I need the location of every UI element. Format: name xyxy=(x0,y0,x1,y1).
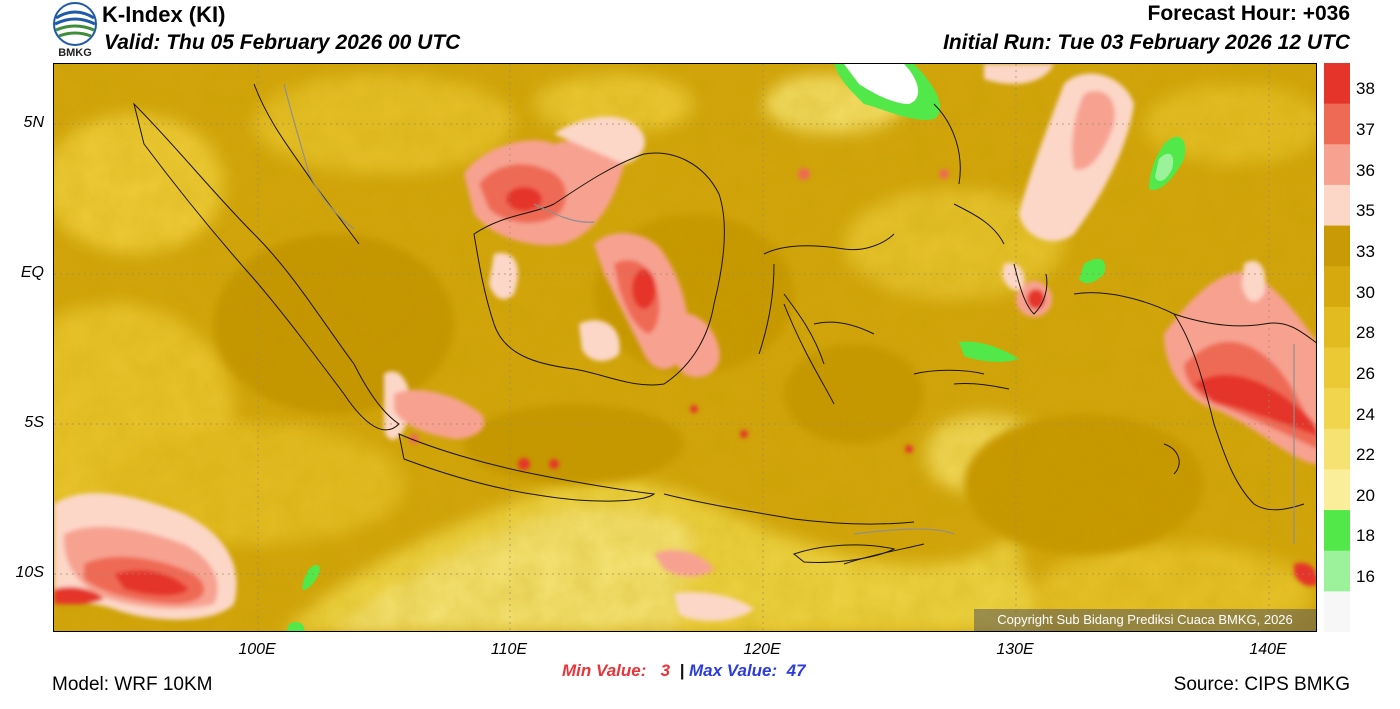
bmkg-logo: BMKG xyxy=(52,2,98,60)
min-max-values: Min Value: 3 | Max Value: 47 xyxy=(562,661,806,681)
legend-label: 36 xyxy=(1356,160,1375,180)
k-index-map xyxy=(53,63,1317,632)
boundaries xyxy=(283,83,1295,544)
legend-swatch xyxy=(1324,103,1350,145)
initial-run: Initial Run: Tue 03 February 2026 12 UTC xyxy=(943,31,1350,54)
legend-label: 37 xyxy=(1356,120,1375,140)
legend-label: 33 xyxy=(1356,241,1375,261)
min-value: 3 xyxy=(660,661,671,680)
map-canvas xyxy=(54,64,1316,631)
source-label: Source: CIPS BMKG xyxy=(1173,674,1350,695)
legend-label: 30 xyxy=(1356,282,1375,302)
legend-swatch xyxy=(1324,63,1350,105)
coastlines xyxy=(133,83,1316,565)
legend-bar xyxy=(1324,63,1350,632)
lon-label-100e: 100E xyxy=(238,641,276,658)
low-ki-areas xyxy=(286,64,1186,631)
legend-label: 28 xyxy=(1356,323,1375,343)
color-legend xyxy=(1324,63,1350,632)
stats-separator: | xyxy=(679,661,685,680)
lon-label-140e: 140E xyxy=(1249,641,1287,658)
max-value: 47 xyxy=(786,661,806,680)
legend-swatch xyxy=(1324,388,1350,430)
model-label: Model: WRF 10KM xyxy=(52,674,213,695)
legend-swatch xyxy=(1324,144,1350,186)
legend-label: 20 xyxy=(1356,485,1375,505)
lat-label-10s: 10S xyxy=(15,564,44,581)
lat-label-5s: 5S xyxy=(24,414,44,431)
max-label: Max Value: xyxy=(688,661,778,680)
legend-label: 26 xyxy=(1356,363,1375,383)
min-label: Min Value: xyxy=(562,661,647,680)
legend-label: 16 xyxy=(1356,567,1375,587)
legend-swatch xyxy=(1324,469,1350,511)
legend-swatch xyxy=(1324,184,1350,227)
lat-label-eq: EQ xyxy=(20,264,44,281)
legend-swatch xyxy=(1324,266,1350,308)
copyright-note: Copyright Sub Bidang Prediksi Cuaca BMKG… xyxy=(974,609,1316,631)
lon-label-120e: 120E xyxy=(743,641,781,658)
legend-label: 35 xyxy=(1356,201,1375,221)
legend-label: 24 xyxy=(1356,404,1375,424)
legend-swatch xyxy=(1324,510,1350,552)
lon-label-130e: 130E xyxy=(996,641,1034,658)
legend-swatch xyxy=(1324,550,1350,592)
logo-text: BMKG xyxy=(58,47,92,59)
legend-swatch xyxy=(1324,225,1350,267)
legend-label: 38 xyxy=(1356,79,1375,99)
chart-title: K-Index (KI) xyxy=(102,2,226,27)
legend-swatch xyxy=(1324,347,1350,389)
lon-label-110e: 110E xyxy=(490,641,528,658)
bmkg-emblem-icon xyxy=(53,2,97,46)
legend-swatch xyxy=(1324,428,1350,470)
valid-time: Valid: Thu 05 February 2026 00 UTC xyxy=(104,31,461,54)
legend-swatch xyxy=(1324,306,1350,348)
legend-label: 18 xyxy=(1356,526,1375,546)
graticule xyxy=(54,64,1316,631)
forecast-hour: Forecast Hour: +036 xyxy=(1147,2,1351,25)
legend-label: 22 xyxy=(1356,445,1375,465)
lat-label-5n: 5N xyxy=(23,114,44,131)
legend-swatch-min xyxy=(1324,591,1350,632)
